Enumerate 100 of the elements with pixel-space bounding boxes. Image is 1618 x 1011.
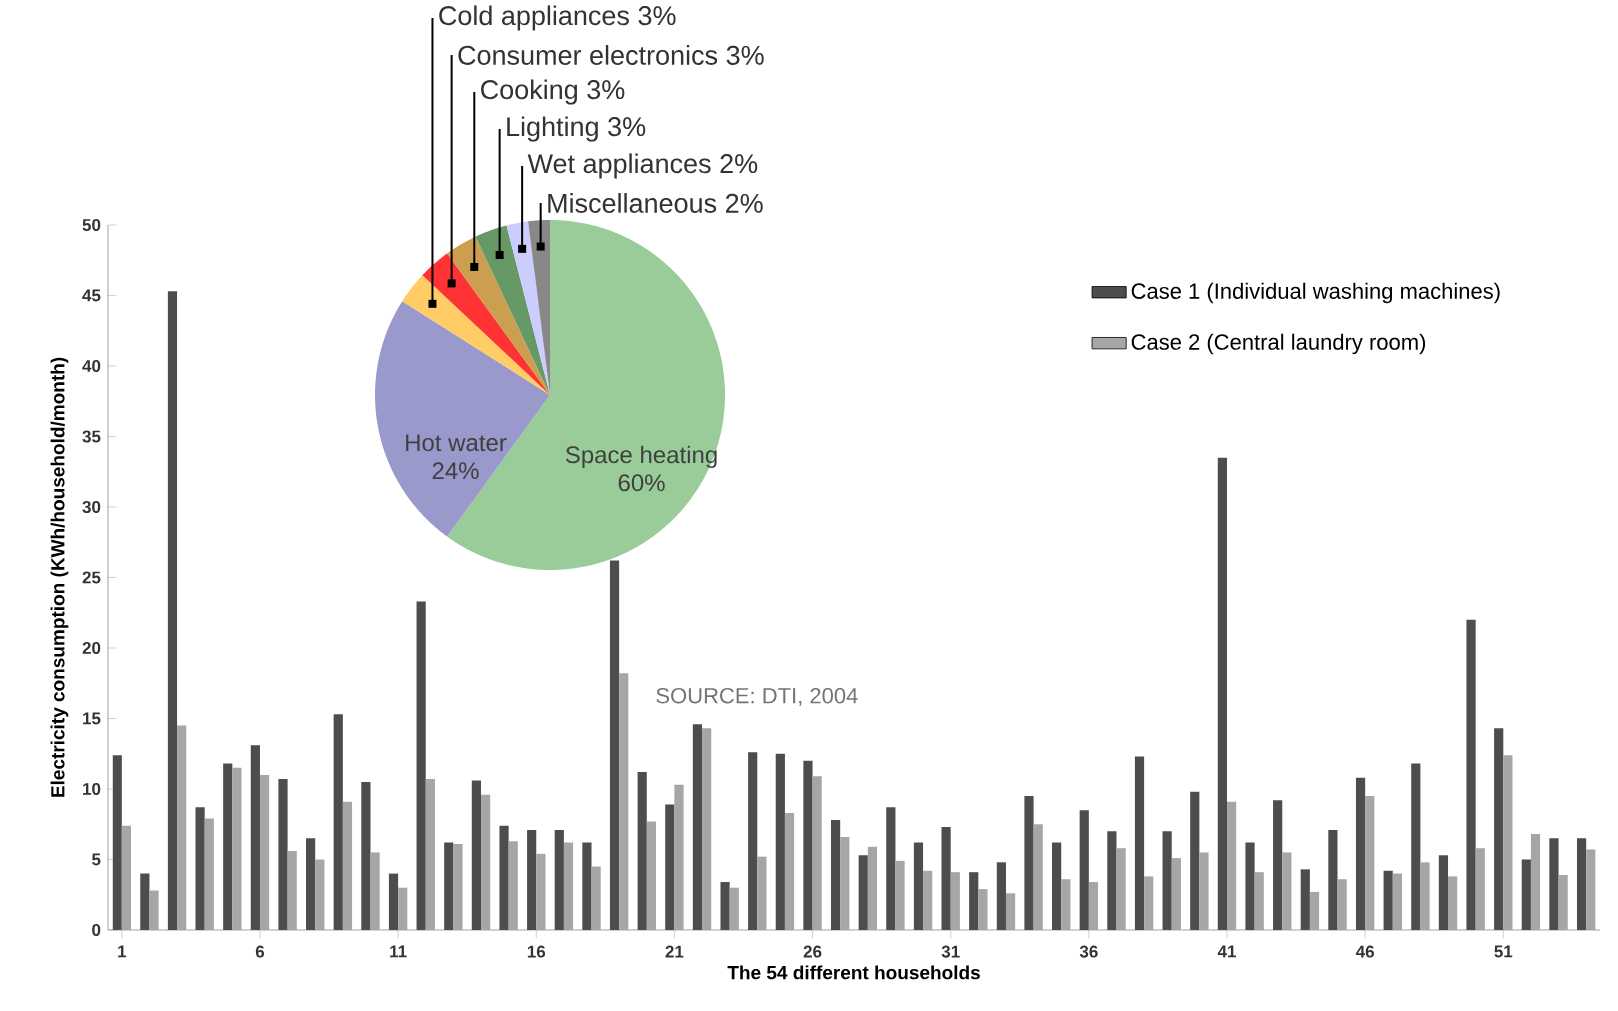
bar <box>1005 893 1016 930</box>
x-tick-label: 41 <box>1217 945 1236 958</box>
bar <box>1273 800 1283 930</box>
bar <box>499 825 509 930</box>
bar <box>1475 848 1485 930</box>
bar <box>775 753 785 930</box>
bar <box>149 890 159 930</box>
bar <box>1337 879 1347 930</box>
data-label: 24% <box>432 462 479 480</box>
bar <box>140 873 150 930</box>
slice-label: Consumer electronics <box>458 45 718 65</box>
data-label: 2% <box>720 154 758 174</box>
bar <box>481 794 491 930</box>
bar <box>527 829 537 930</box>
bar <box>1171 858 1181 930</box>
y-tick-label: 35 <box>82 430 101 443</box>
bar <box>1558 874 1568 930</box>
data-label: 60% <box>618 474 665 492</box>
bar <box>1199 852 1209 930</box>
bar <box>609 560 620 930</box>
bar <box>867 846 878 930</box>
bar <box>1107 831 1117 930</box>
bar <box>444 842 454 930</box>
bar <box>1079 810 1089 930</box>
bar <box>1448 876 1458 930</box>
bar <box>941 827 951 930</box>
bar <box>674 784 684 930</box>
bar <box>342 801 353 930</box>
y-tick-label: 45 <box>82 289 101 302</box>
bar <box>1438 855 1449 930</box>
bar <box>398 887 408 930</box>
bar <box>619 673 629 930</box>
x-tick-label: 46 <box>1355 945 1374 958</box>
y-tick-label: 15 <box>83 712 101 725</box>
bar <box>287 851 297 930</box>
bar <box>1144 876 1154 930</box>
legend-label: Case 1 (Individual washing machines) <box>1131 282 1500 304</box>
bar <box>1162 831 1172 930</box>
x-tick-label: 31 <box>941 945 960 958</box>
bar <box>204 818 214 930</box>
bar <box>665 804 675 930</box>
bar <box>167 291 178 930</box>
bar <box>748 752 758 930</box>
data-label: 3% <box>726 45 764 65</box>
bar <box>508 841 518 930</box>
bar <box>830 820 841 930</box>
slice-label: Cooking <box>481 79 577 105</box>
bar <box>121 825 132 930</box>
y-tick-label: 20 <box>82 641 101 654</box>
bar <box>1355 777 1366 930</box>
bar <box>978 889 988 930</box>
x-tick-label: 6 <box>255 945 265 958</box>
slice-label: Lighting <box>507 116 598 142</box>
bar <box>1227 801 1237 930</box>
bar <box>1383 870 1393 930</box>
bar <box>1061 879 1071 930</box>
x-tick-label: 36 <box>1079 945 1098 958</box>
bar <box>259 774 270 930</box>
bar <box>720 882 730 930</box>
bar <box>1282 852 1292 930</box>
annotation: SOURCE: DTI, 2004 <box>656 687 858 707</box>
x-axis-title: The 54 different households <box>727 965 980 980</box>
bar <box>1392 873 1402 930</box>
bar <box>1494 728 1504 930</box>
bar <box>1254 872 1264 930</box>
bar <box>1134 756 1145 930</box>
bar <box>1521 859 1531 930</box>
bar <box>1530 834 1541 930</box>
bar <box>702 728 712 930</box>
y-tick-label: 10 <box>83 782 101 795</box>
bar <box>563 842 574 930</box>
bar <box>370 852 380 930</box>
bar <box>913 842 924 930</box>
x-tick-label: 26 <box>803 945 822 958</box>
bar <box>333 714 343 930</box>
data-label: 2% <box>726 193 763 213</box>
y-tick-label: 40 <box>82 359 101 372</box>
bar <box>729 887 739 930</box>
bar <box>1116 848 1126 930</box>
bar <box>1576 838 1587 930</box>
bar <box>195 807 205 930</box>
bar <box>425 779 435 930</box>
data-label: 3% <box>638 6 676 26</box>
bar <box>969 872 979 930</box>
bar <box>1052 842 1062 930</box>
legend-label: Case 2 (Central laundry room) <box>1131 333 1426 355</box>
slice-label: Miscellaneous <box>548 193 717 213</box>
bar <box>1466 619 1476 930</box>
bar <box>1503 755 1513 930</box>
y-tick-label: 25 <box>82 571 101 584</box>
y-tick-label: 0 <box>92 923 101 936</box>
bar <box>1088 882 1099 930</box>
bar <box>1190 791 1200 930</box>
bar <box>840 836 850 930</box>
x-tick-label: 1 <box>118 945 127 958</box>
bar <box>1328 829 1338 930</box>
bar <box>1420 862 1430 930</box>
bar <box>692 724 703 930</box>
bar <box>637 772 647 930</box>
bar <box>1309 891 1320 930</box>
